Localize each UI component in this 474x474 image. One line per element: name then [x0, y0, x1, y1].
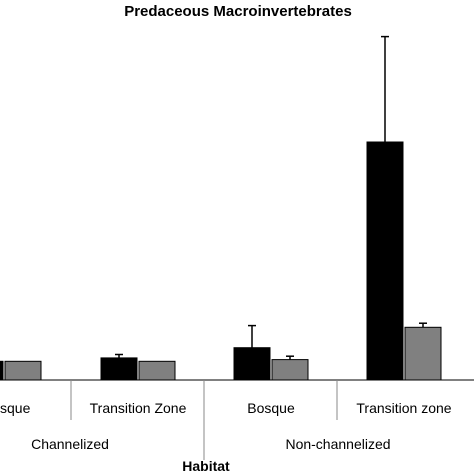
x-axis-label: Habitat: [182, 458, 230, 474]
axis-layer: [0, 379, 474, 460]
bar-s2-c2: [138, 360, 176, 381]
category-label-4: Transition zone: [356, 400, 451, 416]
bar-s1-c1: [0, 360, 4, 381]
chart-title: Predaceous Macroinvertebrates: [124, 3, 352, 20]
category-labels: sque Transition Zone Bosque Transition zone: [0, 400, 452, 416]
bar-s1-c2: [100, 357, 138, 381]
bar-s2-c3: [271, 359, 309, 381]
bar-s2-c1: [4, 360, 42, 381]
bar-s2-c4: [404, 326, 442, 381]
category-label-1: sque: [0, 400, 31, 416]
group-labels: Channelized Non-channelized: [31, 436, 390, 452]
bar-s1-c3: [233, 347, 271, 381]
category-label-3: Bosque: [247, 400, 295, 416]
bars-layer: [0, 35, 442, 381]
group-label-2: Non-channelized: [285, 436, 390, 452]
bar-s1-c4: [366, 141, 404, 381]
category-label-2: Transition Zone: [90, 400, 187, 416]
group-label-1: Channelized: [31, 436, 109, 452]
